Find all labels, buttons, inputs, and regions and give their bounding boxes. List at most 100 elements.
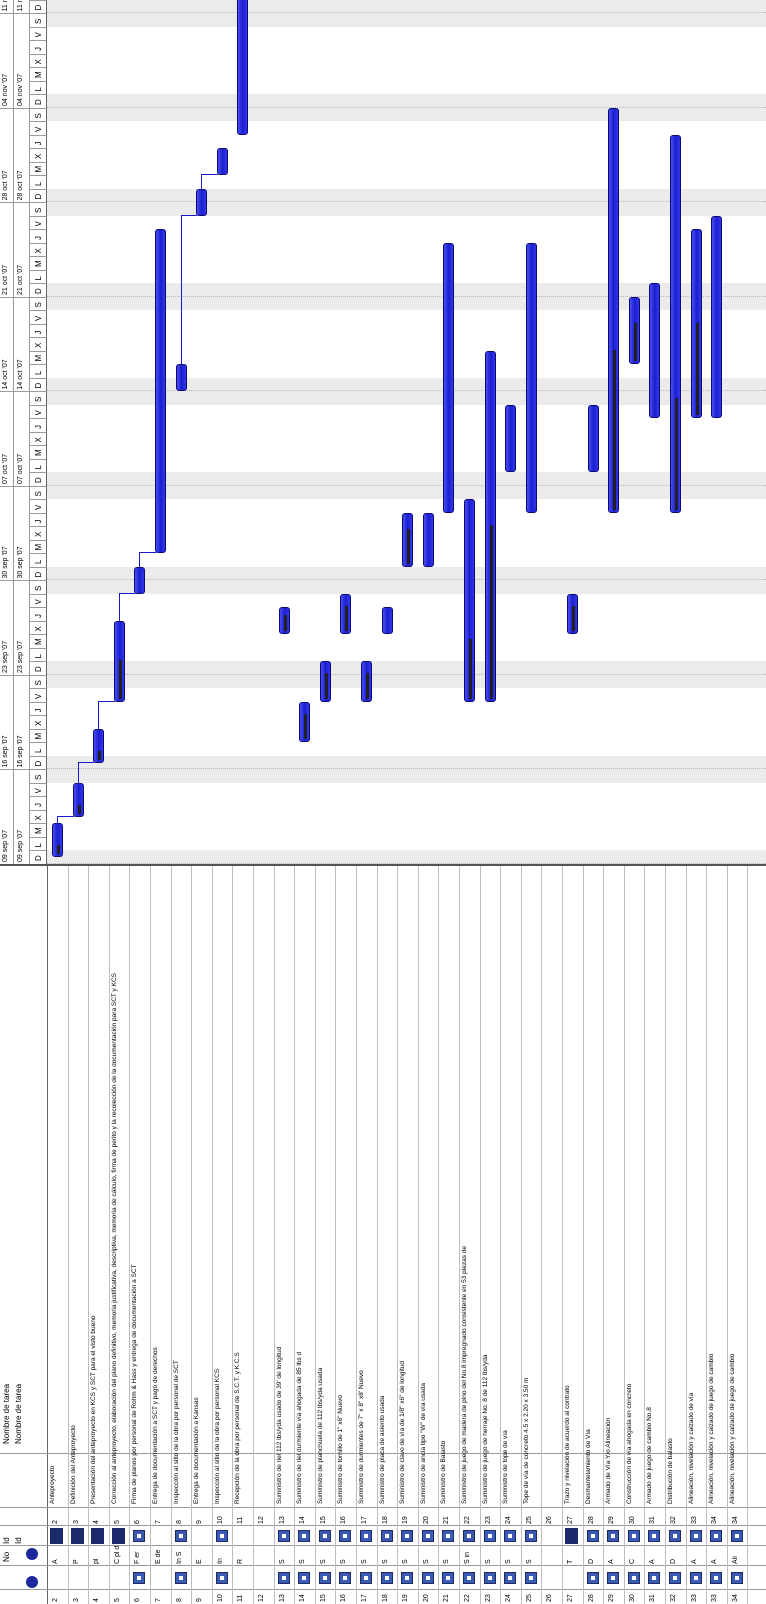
day-letter: J	[34, 803, 43, 807]
task-name[interactable]: Definición del Anteproyecto	[69, 1425, 77, 1504]
task-name[interactable]: Suministro de tope de vía	[502, 1430, 510, 1504]
task-name[interactable]	[255, 870, 273, 1504]
info-icon	[26, 1576, 38, 1588]
task-bar[interactable]	[319, 661, 331, 702]
task-name[interactable]: Distribución de balasto	[667, 1438, 674, 1504]
task-bar[interactable]	[278, 607, 290, 635]
task-name[interactable]: Alineación, nivelación y calzado de jueg…	[728, 1353, 736, 1504]
task-name[interactable]: Armado de Vía Y/o Alineación	[605, 1417, 613, 1504]
task-name[interactable]: Suministro de planchuela de 112 lbs/yda …	[316, 1367, 324, 1504]
task-name[interactable]: Entrega de documentación a Kansas	[193, 1397, 201, 1504]
task-name[interactable]: Alineación, nivelación y calzado de vía	[687, 1392, 695, 1504]
task-name[interactable]: Anteproyecto	[49, 1465, 56, 1504]
task-bar[interactable]	[690, 229, 702, 419]
task-progress	[77, 804, 81, 814]
task-name[interactable]: Construcción de vía ahogada en concreto	[625, 1383, 633, 1504]
task-bar[interactable]	[237, 0, 249, 135]
task-progress	[633, 323, 637, 362]
task-name[interactable]: Suministro de durmientes de 7" x 8" x8' …	[358, 1370, 365, 1504]
task-inner-grid-icon	[504, 1530, 517, 1542]
week-gridline	[47, 579, 766, 581]
task-indicator-dark-icon	[565, 1528, 578, 1544]
task-bar[interactable]	[711, 216, 723, 419]
week-label: 07 oct '07	[2, 453, 9, 484]
week-label: 14 oct '07	[2, 359, 9, 390]
task-bar[interactable]	[196, 189, 208, 216]
task-name[interactable]: Suministro de ancla tipo "W" de vía usad…	[419, 1383, 427, 1504]
task-name[interactable]: Inspección al sitio de la obra por perso…	[172, 1360, 180, 1504]
task-bar[interactable]	[402, 513, 414, 567]
task-bar[interactable]	[628, 297, 640, 365]
task-name[interactable]: Corrección al anteproyecto, elaboración …	[110, 973, 118, 1504]
task-inner-grid-icon	[524, 1530, 537, 1542]
row-divider	[108, 866, 110, 1604]
task-name[interactable]: Trazo y nivelación de acuerdo al contrat…	[564, 1385, 571, 1504]
task-bar[interactable]	[649, 283, 661, 419]
task-name[interactable]: Desmantelamiento de Vía	[584, 1429, 592, 1504]
task-name[interactable]: Entrega de documentación a SCT y pago de…	[152, 1347, 159, 1504]
task-name[interactable]: Armado de juego de cambio No.8	[646, 1407, 654, 1504]
task-bar[interactable]	[72, 783, 84, 817]
task-progress	[407, 529, 411, 564]
task-name[interactable]: Inspección al sitio de la obra por perso…	[213, 1368, 221, 1504]
task-id: 34	[731, 1516, 739, 1524]
task-name[interactable]	[543, 870, 561, 1504]
header-id-col: Id	[2, 1537, 11, 1544]
weekend-shade	[47, 675, 766, 689]
task-bar[interactable]	[113, 621, 125, 702]
day-letter: S	[34, 113, 43, 119]
task-inner-grid-icon	[380, 1530, 393, 1542]
task-inner-grid-icon	[401, 1530, 414, 1542]
task-bar[interactable]	[299, 702, 311, 743]
task-bar[interactable]	[505, 405, 517, 473]
task-bar[interactable]	[93, 729, 105, 763]
task-bar[interactable]	[361, 661, 372, 702]
task-name[interactable]: Suministro de tornillo de 1" x6" Nuevo	[337, 1394, 345, 1504]
task-name[interactable]: Firma de planos por personal de Rohm & H…	[131, 1264, 139, 1504]
task-bar[interactable]	[587, 405, 599, 473]
task-id: 14	[299, 1516, 307, 1524]
task-bar[interactable]	[175, 364, 187, 392]
task-bar[interactable]	[464, 499, 475, 702]
task-bar[interactable]	[134, 567, 146, 594]
row-number: 2	[52, 1598, 59, 1602]
task-bar[interactable]	[484, 351, 496, 702]
day-letter: L	[34, 559, 43, 564]
task-inner-grid-icon	[483, 1530, 496, 1542]
task-grid-icon	[689, 1572, 702, 1584]
table-column-divider	[0, 1507, 766, 1508]
task-bar[interactable]	[381, 607, 393, 635]
task-bar[interactable]	[567, 594, 578, 635]
day-letter: D	[34, 193, 43, 200]
task-inner-grid-icon	[689, 1530, 702, 1542]
task-name[interactable]: Suministro de juego de madera de pino de…	[461, 1245, 468, 1504]
task-bar[interactable]	[422, 513, 434, 567]
task-outer-label: S	[402, 1559, 410, 1564]
task-name[interactable]: Tope de vía de concreto 4.5 x 2.20 x 3.5…	[522, 1377, 530, 1504]
task-bar[interactable]	[608, 108, 620, 513]
task-inner-grid-icon	[730, 1530, 743, 1542]
task-name[interactable]: Suministro de riel durmiente vía ahogada…	[296, 1351, 304, 1504]
row-number: 5	[113, 1598, 121, 1602]
task-bar[interactable]	[340, 594, 352, 635]
task-bar[interactable]	[52, 823, 63, 858]
row-number: 22	[464, 1594, 471, 1602]
task-bar[interactable]	[525, 243, 537, 513]
task-name[interactable]: Alineación, nivelación y calzado de jueg…	[708, 1353, 716, 1504]
task-name[interactable]: Suministro de riel 112 lbs/yda usado de …	[275, 1346, 283, 1504]
task-bar[interactable]	[216, 148, 228, 176]
task-name[interactable]: Suministro de placa de asiento usada	[378, 1395, 386, 1504]
task-bar[interactable]	[670, 135, 681, 513]
task-name[interactable]: Recepción de la obra por personal de S.C…	[234, 1352, 242, 1504]
task-name[interactable]: Suministro de Balasto	[440, 1440, 448, 1504]
task-bar[interactable]	[443, 243, 455, 513]
task-bar[interactable]	[155, 229, 166, 554]
task-name[interactable]: Suministro de juego de herraje No. 8 de …	[481, 1354, 489, 1504]
weekend-shade	[47, 0, 766, 14]
task-name[interactable]: Presentación del anteproyecto en KCS y S…	[90, 1315, 98, 1505]
task-id: 34	[711, 1516, 719, 1524]
task-outer-label: S	[299, 1559, 307, 1564]
day-letter: D	[34, 760, 43, 767]
task-name[interactable]: Suministro de clavo de vía de 1/8" x6" d…	[399, 1360, 407, 1504]
